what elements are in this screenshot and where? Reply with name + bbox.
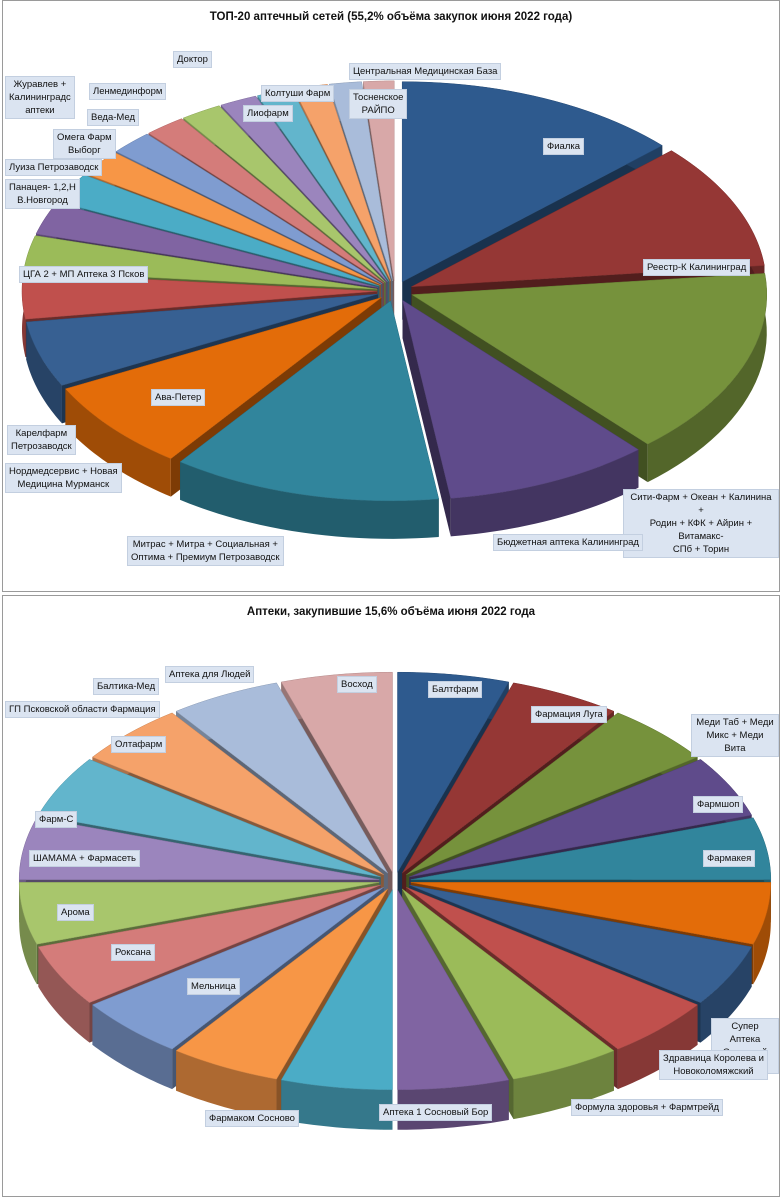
pie-slice-top bbox=[397, 888, 510, 1091]
chart-panel-top: ТОП-20 аптечный сетей (55,2% объёма заку… bbox=[2, 0, 780, 592]
pie-slice-top bbox=[410, 817, 772, 880]
slice-label: Лиофарм bbox=[243, 105, 293, 122]
pie-slice-top bbox=[401, 81, 663, 283]
slice-label: Журавлев + Калининградс аптеки bbox=[5, 76, 75, 119]
pie-slice-top bbox=[175, 682, 388, 874]
slice-label: Мельница bbox=[187, 978, 240, 995]
chart-title-bottom: Аптеки, закупившие 15,6% объёма июня 202… bbox=[246, 606, 536, 618]
slice-label: Фармаком Сосново bbox=[205, 1110, 299, 1127]
pie-slice-5 bbox=[179, 300, 440, 539]
pie-chart-top bbox=[21, 80, 768, 539]
slice-label: Бюджетная аптека Калининград bbox=[493, 534, 643, 551]
pie-slice-top bbox=[37, 759, 381, 878]
slice-label: Формула здоровья + Фармтрейд bbox=[571, 1099, 724, 1116]
pie-slice-top bbox=[18, 882, 380, 945]
pie-slice-rim bbox=[647, 273, 767, 483]
pie-slice-rim bbox=[176, 1050, 277, 1120]
slice-label: ШАМАМА + Фармасеть bbox=[29, 850, 140, 867]
pie-slice-11 bbox=[280, 888, 393, 1130]
pie-slice-rim bbox=[26, 321, 62, 424]
pie-slice-rim bbox=[180, 461, 439, 539]
slice-label: Фармакея bbox=[703, 850, 756, 867]
slice-label: Фиалка bbox=[543, 138, 585, 155]
pie-slice-top bbox=[25, 293, 378, 386]
pie-slice-top bbox=[64, 297, 382, 459]
pie-slice-top bbox=[402, 888, 615, 1080]
slice-label: Балтфарм bbox=[428, 681, 483, 698]
slice-label: Карелфарм Петрозаводск bbox=[7, 425, 76, 455]
pie-slice-rim bbox=[65, 388, 171, 497]
chart-title-top: ТОП-20 аптечный сетей (55,2% объёма заку… bbox=[209, 11, 573, 23]
slice-label: Ава-Петер bbox=[151, 389, 206, 406]
slice-label: Ленмединформ bbox=[89, 83, 167, 100]
slice-label: Фармшоп bbox=[693, 796, 744, 813]
pie-slice-top bbox=[182, 105, 386, 283]
pie-slice-top bbox=[328, 81, 393, 282]
slice-label: Аптека для Людей bbox=[165, 666, 255, 683]
slice-label: Арома bbox=[57, 904, 94, 921]
pie-slice-top bbox=[406, 887, 699, 1050]
pie-slice-top bbox=[37, 884, 381, 1003]
pie-slice-top bbox=[406, 712, 699, 875]
slice-label: Олтафарм bbox=[111, 736, 167, 753]
slice-label: Фармация Луга bbox=[531, 706, 607, 723]
slice-label: Тосненское РАЙПО bbox=[349, 89, 408, 119]
pie-slice-4 bbox=[402, 299, 639, 537]
slice-label: Восход bbox=[337, 676, 377, 693]
slice-label: Сити-Фарм + Океан + Калинина + Родин + КФ… bbox=[623, 489, 779, 558]
pie-slice-top bbox=[280, 888, 393, 1091]
slice-label: Веда-Мед bbox=[87, 109, 140, 126]
pie-slice-rim bbox=[450, 449, 639, 537]
slice-label: Меди Таб + Меди Микс + Меди Вита bbox=[691, 714, 779, 757]
pie-slice-top bbox=[411, 273, 768, 445]
slice-label: Луиза Петрозаводск bbox=[5, 159, 103, 176]
pie-slice-top bbox=[175, 888, 388, 1080]
slice-label: Панацея- 1,2,Н В.Новгород bbox=[5, 179, 80, 209]
pie-chart-bottom bbox=[18, 671, 772, 1130]
slice-label: Реестр-К Калининград bbox=[643, 259, 751, 276]
pie-slice-top bbox=[148, 118, 385, 284]
pie-slice-rim bbox=[617, 1004, 698, 1090]
slice-label: Омега Фарм Выборг bbox=[53, 129, 116, 159]
pie-slice-top bbox=[179, 300, 440, 502]
pie-slice-top bbox=[409, 884, 753, 1003]
pie-slice-top bbox=[410, 882, 772, 945]
pie-slice-side bbox=[402, 300, 451, 537]
pie-slice-top bbox=[409, 759, 753, 878]
pie-slice-top bbox=[397, 671, 510, 874]
pie-slice-top bbox=[362, 80, 395, 281]
pie-slice-rim bbox=[38, 946, 90, 1043]
pie-slice-rim bbox=[513, 1050, 614, 1120]
pie-slice-top bbox=[280, 671, 393, 874]
pie-slice-top bbox=[402, 299, 639, 499]
slice-label: Здравница Королева и Новоколомяжский bbox=[659, 1050, 768, 1080]
chart-panel-bottom: Аптеки, закупившие 15,6% объёма июня 202… bbox=[2, 595, 780, 1197]
slice-label: Митрас + Митра + Социальная + Оптима + Пр… bbox=[127, 536, 284, 566]
pie-slice-top bbox=[220, 95, 388, 282]
slice-label: Фарм-С bbox=[35, 811, 78, 828]
pie-slice-rim bbox=[753, 882, 771, 985]
slice-label: Аптека 1 Сосновый Бор bbox=[379, 1104, 493, 1121]
pie-slice-rim bbox=[92, 1004, 173, 1090]
slice-label: Нордмедсервис + Новая Медицина Мурманск bbox=[5, 463, 122, 493]
pie-slice-top bbox=[91, 887, 384, 1050]
pie-slice-top bbox=[91, 712, 384, 875]
slice-label: Доктор bbox=[173, 51, 212, 68]
slice-label: ГП Псковской области Фармация bbox=[5, 701, 160, 718]
slice-label: ЦГА 2 + МП Аптека 3 Псков bbox=[19, 266, 149, 283]
pie-slice-top bbox=[411, 150, 765, 288]
pie-slice-top bbox=[23, 235, 378, 290]
pie-slice-rim bbox=[281, 1079, 393, 1130]
pie-slice-rim bbox=[19, 882, 37, 985]
slice-label: Центральная Медицинская База bbox=[349, 63, 502, 80]
slice-label: Роксана bbox=[111, 944, 156, 961]
pie-slice-top bbox=[115, 133, 383, 285]
slice-label: Балтика-Мед bbox=[93, 678, 160, 695]
slice-label: Колтуши Фарм bbox=[261, 85, 335, 102]
